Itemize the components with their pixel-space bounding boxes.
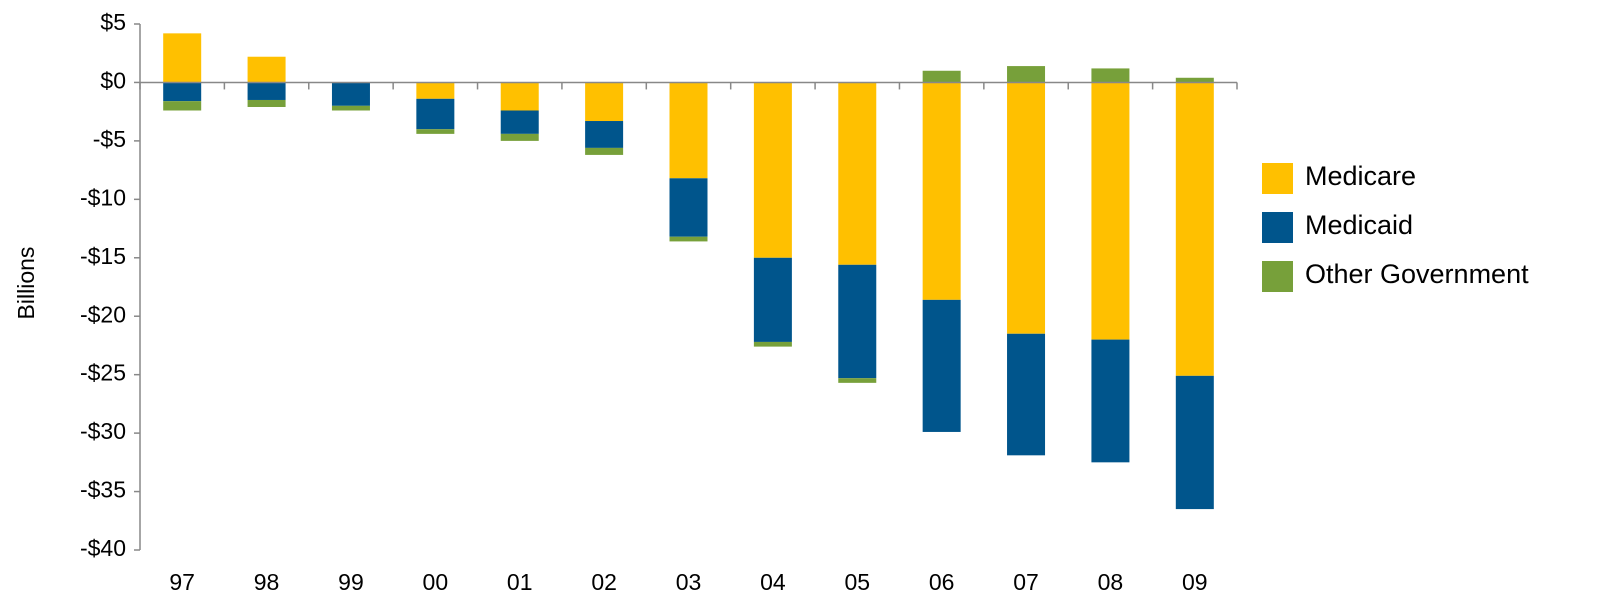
legend-label: Medicare [1305,161,1416,191]
bar-segment [416,98,455,130]
y-tick-label: -$5 [93,126,126,152]
bar-segment [416,129,455,134]
x-tick-label: 09 [1182,569,1208,595]
bar-segment [585,147,624,155]
y-tick-label: -$10 [80,184,126,210]
x-tick-label: 07 [1013,569,1039,595]
bar-segment [1091,68,1130,83]
x-tick-label: 05 [844,569,870,595]
bar-segment [1007,333,1046,456]
bar-segment [838,82,877,265]
bar-segment [585,121,624,148]
bar-segment [331,105,370,111]
legend-swatch [1262,212,1293,243]
y-tick-label: -$35 [80,477,126,503]
x-tick-label: 06 [929,569,955,595]
legend-swatch [1262,261,1293,292]
y-tick-label: -$30 [80,418,126,444]
legend-swatch [1262,163,1293,194]
bar-segment [1007,66,1046,83]
bar-segment [163,101,202,111]
bar-segment [500,110,539,134]
bar-segment [1091,339,1130,463]
bar-segment [163,33,202,83]
bar-segment [669,236,708,242]
bar-segment [753,82,792,258]
bar-segment [753,341,792,347]
bar-segment [838,264,877,379]
y-axis-label: Billions [13,247,39,320]
bar-segment [753,257,792,342]
x-tick-label: 97 [169,569,195,595]
x-tick-label: 01 [507,569,533,595]
bar-segment [1175,375,1214,510]
legend-label: Other Government [1305,259,1529,289]
bar-segment [922,299,961,432]
bar-segment [163,82,202,102]
x-tick-label: 02 [591,569,617,595]
bar-segment [669,82,708,179]
y-tick-label: $5 [100,9,126,35]
bar-segment [838,378,877,383]
y-tick-label: -$40 [80,535,126,561]
bar-segment [922,82,961,300]
x-tick-label: 98 [254,569,280,595]
x-tick-label: 00 [423,569,449,595]
bar-segment [1175,82,1214,376]
y-tick-label: -$20 [80,301,126,327]
bar-segment [247,82,286,100]
bar-segment [669,178,708,237]
bar-segment [331,82,370,106]
y-tick-label: $0 [100,68,126,94]
bar-segment [416,82,455,99]
x-tick-label: 03 [676,569,702,595]
bar-segment [922,70,961,83]
bar-segment [247,56,286,83]
bar-segment [1091,82,1130,340]
y-tick-label: -$25 [80,360,126,386]
bar-segment [585,82,624,122]
x-tick-label: 99 [338,569,364,595]
bar-segment [1007,82,1046,334]
bar-segment [500,82,539,111]
y-tick-label: -$15 [80,243,126,269]
bar-segment [247,99,286,107]
x-tick-label: 08 [1098,569,1124,595]
bar-segment [1175,77,1214,83]
legend-label: Medicaid [1305,210,1413,240]
x-tick-label: 04 [760,569,786,595]
bar-segment [500,133,539,141]
